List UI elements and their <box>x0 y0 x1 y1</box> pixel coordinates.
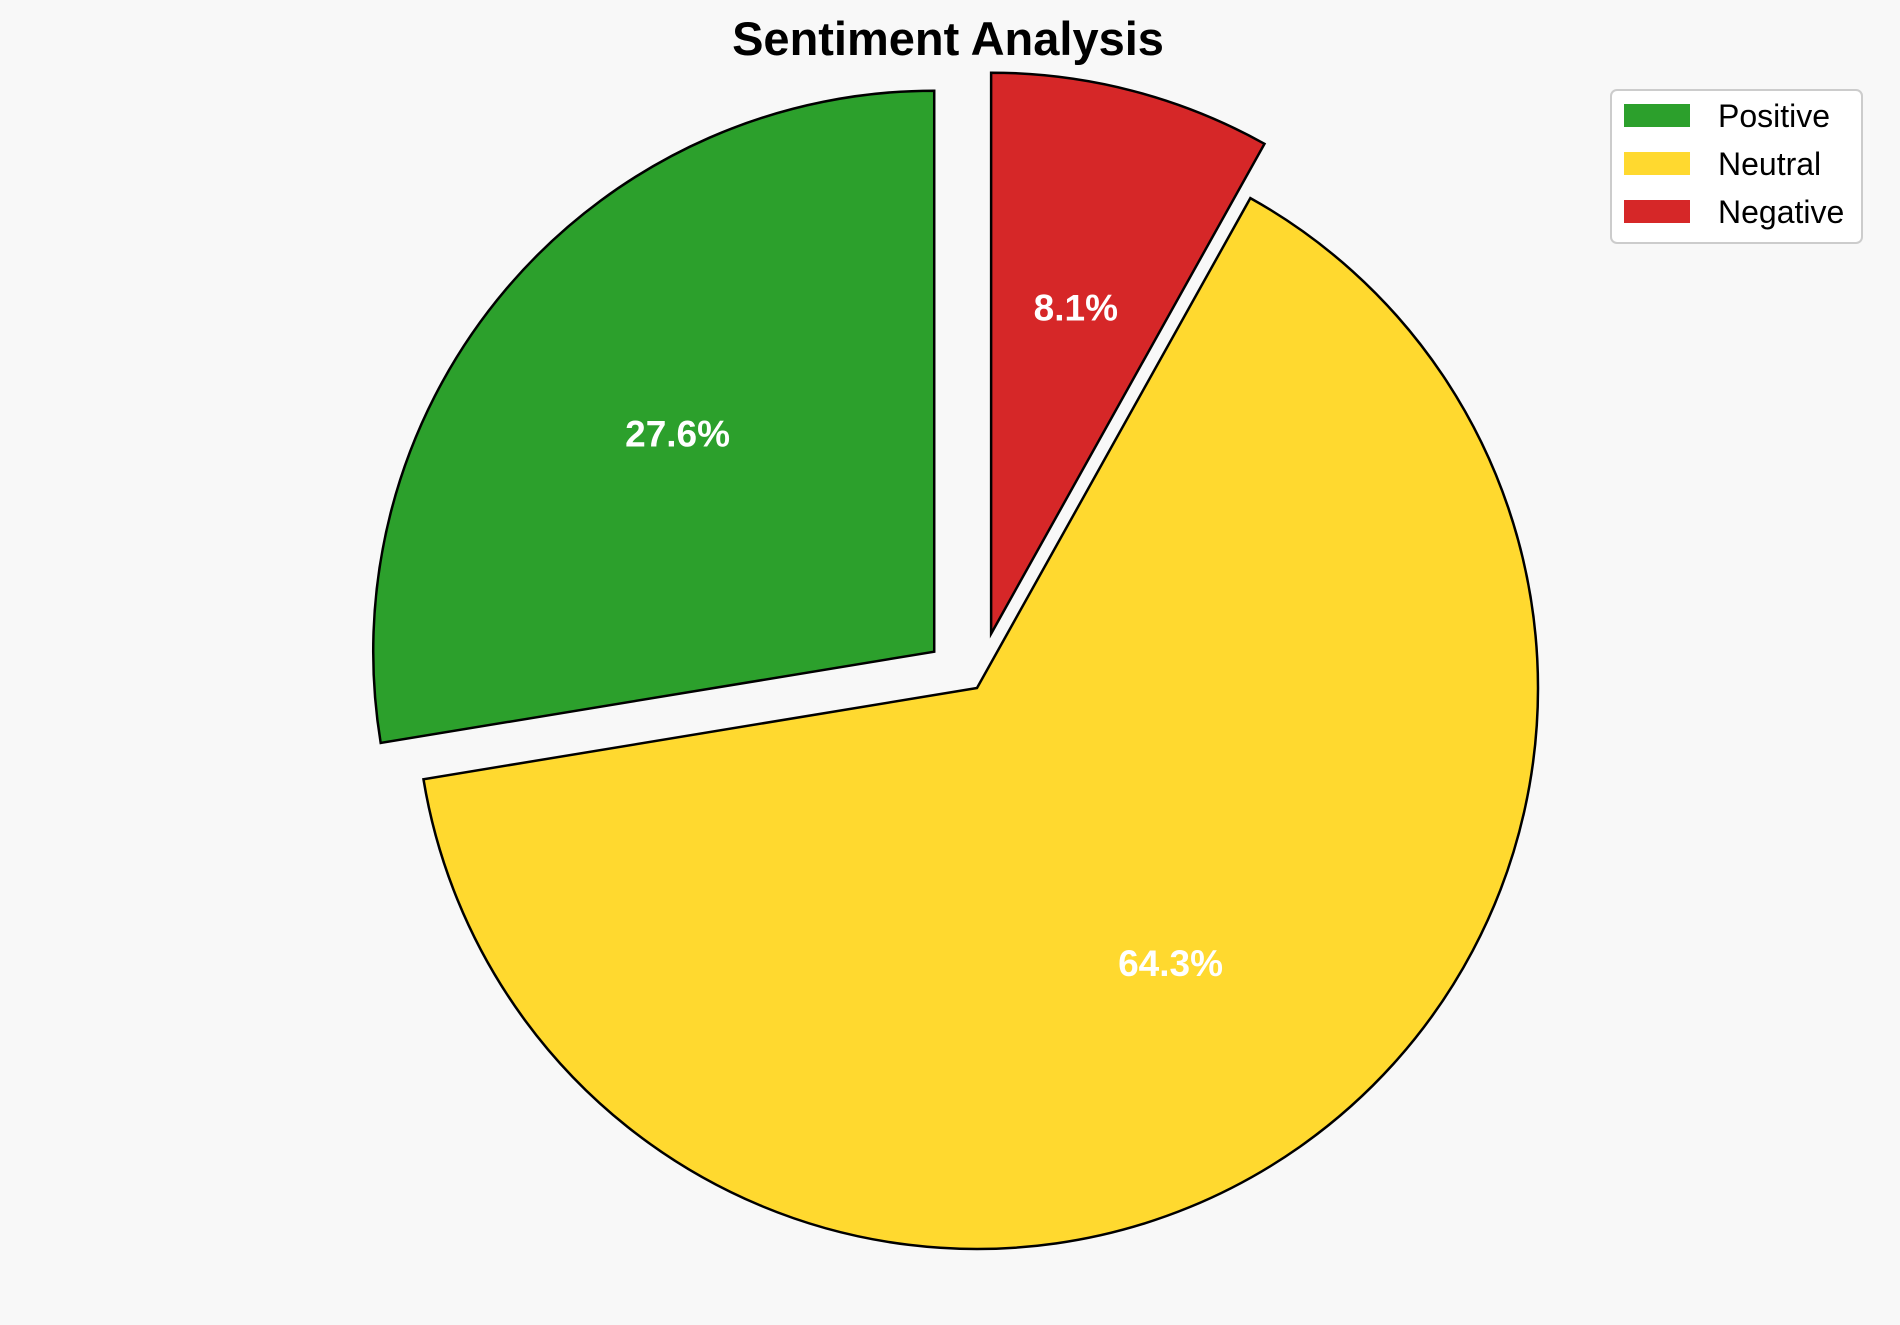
pie-slices <box>372 71 1540 1251</box>
pie-slice-positive <box>372 89 936 745</box>
legend-swatch-positive <box>1624 104 1690 127</box>
pie-slice-labels: 27.6% 64.3% 8.1% <box>625 287 1223 983</box>
legend-swatch-neutral <box>1624 152 1690 175</box>
legend-label-negative: Negative <box>1718 194 1844 230</box>
pie-slice-negative <box>989 71 1267 639</box>
slice-label-negative: 8.1% <box>1034 287 1118 328</box>
legend-entries: Positive Neutral Negative <box>1624 98 1844 230</box>
legend: Positive Neutral Negative <box>1610 89 1863 244</box>
legend-label-positive: Positive <box>1718 98 1830 134</box>
pie-slice-neutral <box>422 196 1540 1251</box>
slice-label-neutral: 64.3% <box>1118 943 1223 984</box>
chart-title: Sentiment Analysis <box>732 12 1164 65</box>
slice-label-positive: 27.6% <box>625 413 730 454</box>
legend-label-neutral: Neutral <box>1718 146 1821 182</box>
legend-swatch-negative <box>1624 200 1690 223</box>
